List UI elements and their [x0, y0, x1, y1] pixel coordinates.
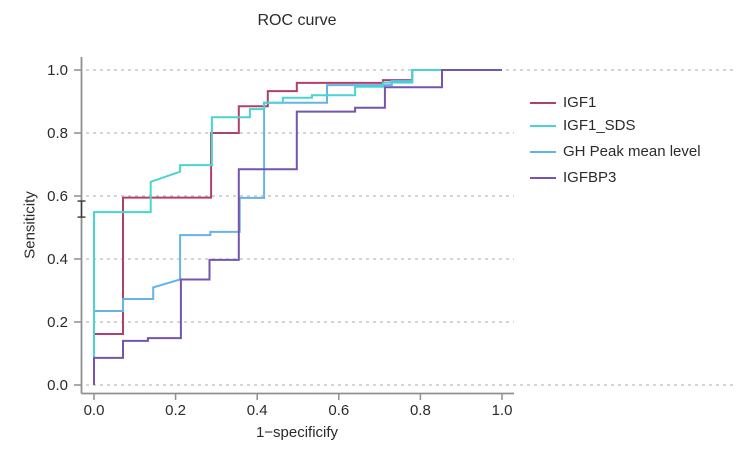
- y-tick-label: 0.4: [47, 251, 68, 268]
- legend-line-swatch: [530, 102, 556, 104]
- x-tick-label: 0.4: [247, 402, 268, 419]
- legend-item: IGF1_SDS: [530, 118, 636, 134]
- x-tick-label: 1.0: [492, 402, 513, 419]
- chart-title: ROC curve: [257, 12, 337, 29]
- legend-line-swatch: [530, 177, 556, 179]
- legend-line-swatch: [530, 151, 556, 153]
- legend-line-swatch: [530, 125, 556, 127]
- x-tick-label: 0.8: [410, 402, 431, 419]
- legend-item: IGF1: [530, 95, 596, 111]
- legend-item-label: IGF1_SDS: [563, 117, 636, 134]
- y-tick-label: 0.2: [47, 314, 68, 331]
- y-tick-label: 0.8: [47, 125, 68, 142]
- roc-curve-igfbp3: [93, 69, 502, 385]
- y-tick-label: 0.6: [47, 188, 68, 205]
- legend-item-label: IGF1: [563, 94, 597, 111]
- legend-item-label: GH Peak mean level: [563, 143, 701, 160]
- x-axis-label: 1−specificify: [255, 424, 339, 441]
- x-tick-label: 0.6: [328, 402, 349, 419]
- y-tick-label: 1.0: [47, 62, 68, 79]
- legend-item: GH Peak mean level: [530, 144, 701, 160]
- x-tick-label: 0.2: [165, 402, 186, 419]
- roc-curve-igf1-sds: [93, 69, 502, 385]
- legend-item: IGFBP3: [530, 170, 616, 186]
- x-tick-label: 0.0: [84, 402, 105, 419]
- y-tick-label: 0.0: [47, 377, 68, 394]
- legend-item-label: IGFBP3: [563, 169, 617, 186]
